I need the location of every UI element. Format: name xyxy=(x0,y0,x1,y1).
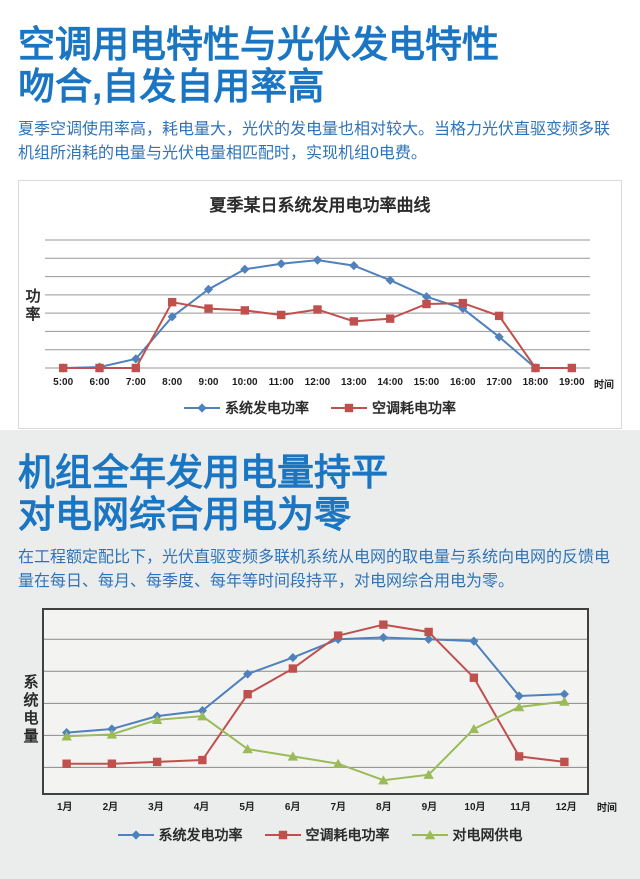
chart2-x-axis-title: 时间 xyxy=(597,802,617,814)
x-tick-label: 8月 xyxy=(376,801,392,813)
legend-marker-icon xyxy=(117,829,154,840)
chart2-x-axis: 1月 2月 3月 4月 5月 6月 7月 8月 9月 10月 11月 12月 时间 xyxy=(42,798,617,814)
x-tick-label: 8:00 xyxy=(162,376,183,388)
section2-title-line1: 机组全年发用电量持平 xyxy=(18,452,388,493)
x-tick-label: 5月 xyxy=(239,801,255,813)
chart1-plot-area: 5:00 6:00 7:00 8:00 9:00 10:00 11:00 12:00 13:00… xyxy=(45,222,614,391)
legend-marker-icon xyxy=(411,829,448,839)
x-tick-label: 6:00 xyxy=(89,376,110,388)
legend-label: 空调耗电功率 xyxy=(305,826,390,843)
x-tick-label: 7月 xyxy=(330,801,347,813)
section1-title-line2: 吻合,自发自用率高 xyxy=(18,65,325,107)
legend-item: 空调耗电功率 xyxy=(331,398,456,418)
chart1-legend: 系统发电功率 空调耗电功率 xyxy=(19,398,621,418)
x-tick-label: 12:00 xyxy=(304,376,331,388)
x-tick-label: 14:00 xyxy=(377,376,403,388)
legend-item: 对电网供电 xyxy=(411,825,523,845)
section1-title: 空调用电特性与光伏发电特性 吻合,自发自用率高 xyxy=(18,24,622,108)
section2-title: 机组全年发用电量持平 对电网综合用电为零 xyxy=(18,452,622,536)
x-tick-label: 3月 xyxy=(148,801,164,813)
chart1-plot xyxy=(45,239,590,373)
legend-marker-icon xyxy=(331,403,367,412)
x-tick-label: 2月 xyxy=(102,801,119,813)
section1-title-line1: 空调用电特性与光伏发电特性 xyxy=(18,24,499,65)
legend-label: 对电网供电 xyxy=(452,826,523,843)
chart1-y-axis-label: 功率 xyxy=(19,222,45,390)
section2-description: 在工程额定配比下，光伏直驱变频多联机系统从电网的取电量与系统向电网的反馈电量在每… xyxy=(18,548,611,590)
x-tick-label: 11:00 xyxy=(268,376,294,388)
x-tick-label: 12月 xyxy=(555,801,577,813)
x-tick-label: 18:00 xyxy=(522,376,549,388)
chart1-title: 夏季某日系统发用电功率曲线 xyxy=(209,195,431,215)
x-tick-label: 9月 xyxy=(421,801,438,813)
section2-title-line2: 对电网综合用电为零 xyxy=(18,493,351,535)
x-tick-label: 1月 xyxy=(57,801,73,813)
legend-item: 系统发电功率 xyxy=(117,825,243,845)
legend-item: 系统发电功率 xyxy=(184,398,309,418)
chart1-x-axis-title: 时间 xyxy=(594,379,614,391)
x-tick-label: 17:00 xyxy=(486,376,512,388)
chart1-x-axis: 5:00 6:00 7:00 8:00 9:00 10:00 11:00 12:00 13:00… xyxy=(45,375,614,391)
x-tick-label: 7:00 xyxy=(125,376,146,388)
chart2-y-axis-label-text: 系统电量 xyxy=(21,674,39,747)
x-tick-label: 10:00 xyxy=(232,376,258,388)
x-tick-label: 9:00 xyxy=(198,376,219,388)
legend-marker-icon xyxy=(184,402,220,413)
x-tick-label: 16:00 xyxy=(449,376,476,388)
x-tick-label: 11月 xyxy=(510,801,531,813)
chart2-plot-area: 1月 2月 3月 4月 5月 6月 7月 8月 9月 10月 11月 12月 时间 xyxy=(42,607,617,814)
chart2-plot xyxy=(42,607,589,795)
x-tick-label: 19:00 xyxy=(558,376,585,388)
chart2-legend: 系统发电功率 空调耗电功率 对电网供电 xyxy=(18,825,622,845)
chart1-y-axis-label-text: 功率 xyxy=(23,287,41,324)
legend-label: 空调耗电功率 xyxy=(372,399,456,416)
chart2-y-axis-label: 系统电量 xyxy=(18,608,42,813)
annual-energy-chart: 系统电量 1月 2月 3月 4月 5月 6月 7月 8月 9月 10月 11月 12月 时间 系统发电功… xyxy=(18,607,622,845)
legend-label: 系统发电功率 xyxy=(225,399,309,416)
legend-item: 空调耗电功率 xyxy=(264,825,390,845)
x-tick-label: 13:00 xyxy=(341,376,367,388)
x-tick-label: 6月 xyxy=(284,801,301,813)
summer-section: 空调用电特性与光伏发电特性 吻合,自发自用率高 夏季空调使用率高，耗电量大，光伏的… xyxy=(0,0,640,430)
x-tick-label: 4月 xyxy=(193,801,210,813)
annual-section: 机组全年发用电量持平 对电网综合用电为零 在工程额定配比下，光伏直驱变频多联机系统… xyxy=(0,430,640,879)
legend-label: 系统发电功率 xyxy=(158,826,243,843)
x-tick-label: 5:00 xyxy=(53,376,74,388)
daily-power-chart: 夏季某日系统发用电功率曲线 功率 5:00 6:00 7:00 8:00 9:00 10:… xyxy=(18,179,622,429)
x-tick-label: 10月 xyxy=(464,801,486,813)
x-tick-label: 15:00 xyxy=(413,376,440,388)
legend-marker-icon xyxy=(264,830,301,839)
section1-description: 夏季空调使用率高，耗电量大，光伏的发电量也相对较大。当格力光伏直驱变频多联机组所… xyxy=(18,120,611,162)
